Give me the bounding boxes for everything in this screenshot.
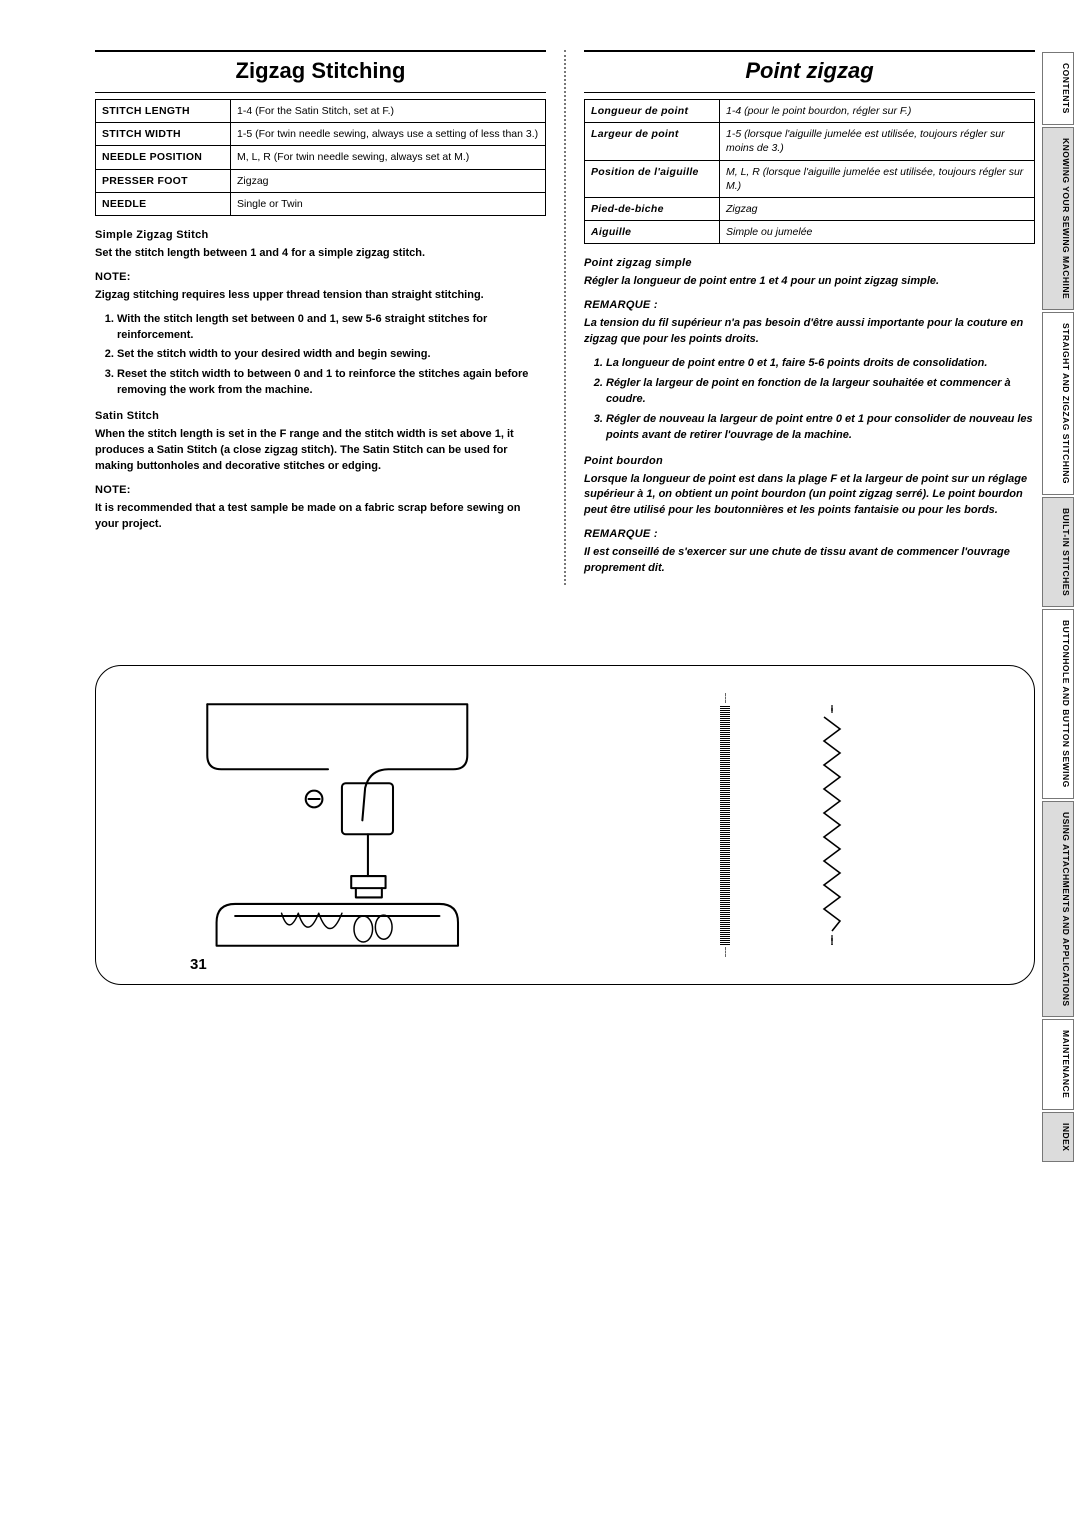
body-en: Simple Zigzag Stitch Set the stitch leng… [95,228,546,533]
tab-attachments[interactable]: USING ATTACHMENTS AND APPLICATIONS [1042,801,1074,1018]
zigzag-stitch-sample [820,705,844,945]
heading-bourdon: Point bourdon [584,454,1035,470]
body-fr: Point zigzag simple Régler la longueur d… [584,256,1035,577]
note-text-1-fr: La tension du fil supérieur n'a pas beso… [584,316,1035,348]
step-2: Set the stitch width to your desired wid… [117,347,546,363]
heading-simple-zigzag-fr: Point zigzag simple [584,256,1035,272]
note-label-1: NOTE: [95,270,546,286]
figure-box [95,665,1035,985]
step-3: Reset the stitch width to between 0 and … [117,367,546,399]
stitch-samples [560,682,1004,968]
note-label-2-fr: REMARQUE : [584,527,1035,543]
p-simple-zigzag-fr: Régler la longueur de point entre 1 et 4… [584,274,1035,290]
heading-satin: Satin Stitch [95,409,546,425]
satin-stitch-sample [720,705,730,945]
spec-table-fr: Longueur de point1-4 (pour le point bour… [584,99,1035,244]
tab-index[interactable]: INDEX [1042,1112,1074,1162]
p-bourdon: Lorsque la longueur de point est dans la… [584,472,1035,520]
note-label-1-fr: REMARQUE : [584,298,1035,314]
title-en: Zigzag Stitching [95,58,546,84]
spec-table-en: STITCH LENGTH1-4 (For the Satin Stitch, … [95,99,546,216]
side-tabs: CONTENTS KNOWING YOUR SEWING MACHINE STR… [1042,52,1074,1162]
heading-simple-zigzag: Simple Zigzag Stitch [95,228,546,244]
tab-straight-zigzag[interactable]: STRAIGHT AND ZIGZAG STITCHING [1042,312,1074,495]
note-text-2-fr: Il est conseillé de s'exercer sur une ch… [584,545,1035,577]
step-1-fr: La longueur de point entre 0 et 1, faire… [606,356,1035,372]
step-2-fr: Régler la largeur de point en fonction d… [606,376,1035,408]
steps-list-fr: La longueur de point entre 0 et 1, faire… [584,356,1035,444]
note-text-1: Zigzag stitching requires less upper thr… [95,288,546,304]
column-english: Zigzag Stitching STITCH LENGTH1-4 (For t… [95,50,546,585]
column-divider [564,50,566,585]
column-french: Point zigzag Longueur de point1-4 (pour … [584,50,1035,585]
tab-maintenance[interactable]: MAINTENANCE [1042,1019,1074,1109]
p-satin: When the stitch length is set in the F r… [95,427,546,475]
p-simple-zigzag: Set the stitch length between 1 and 4 fo… [95,246,546,262]
tab-buttonhole[interactable]: BUTTONHOLE AND BUTTON SEWING [1042,609,1074,799]
note-text-2: It is recommended that a test sample be … [95,501,546,533]
tab-knowing[interactable]: KNOWING YOUR SEWING MACHINE [1042,127,1074,310]
step-3-fr: Régler de nouveau la largeur de point en… [606,412,1035,444]
note-label-2: NOTE: [95,483,546,499]
tab-builtin[interactable]: BUILT-IN STITCHES [1042,497,1074,607]
title-fr: Point zigzag [584,58,1035,84]
step-1: With the stitch length set between 0 and… [117,312,546,344]
tab-contents[interactable]: CONTENTS [1042,52,1074,125]
machine-illustration [126,682,530,968]
page-number: 31 [190,956,207,973]
steps-list-en: With the stitch length set between 0 and… [95,312,546,400]
